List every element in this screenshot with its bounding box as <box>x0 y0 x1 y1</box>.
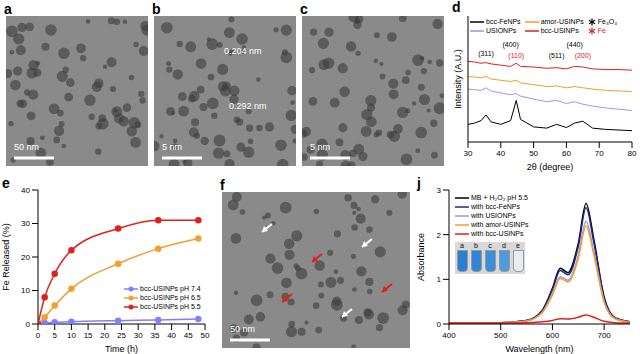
svg-text:40: 40 <box>496 149 505 158</box>
html-text:50 nm: 50 nm <box>14 142 39 152</box>
html-text:USIONPs: USIONPs <box>486 27 517 34</box>
svg-text:30: 30 <box>134 331 143 340</box>
html-text:bcc-USINPs pH 5.5: bcc-USINPs pH 5.5 <box>140 303 201 310</box>
html-text:bcc-USINPs pH 6.5: bcc-USINPs pH 6.5 <box>140 294 201 301</box>
html-text:b: b <box>474 242 478 249</box>
svg-text:500: 500 <box>494 331 508 340</box>
svg-text:30: 30 <box>464 149 473 158</box>
svg-text:Time (h): Time (h) <box>105 344 138 354</box>
svg-text:10: 10 <box>67 331 76 340</box>
svg-text:60: 60 <box>562 149 571 158</box>
html-text:e: e <box>2 175 10 191</box>
html-text:with bcc-USINPs: with bcc-USINPs <box>471 230 524 237</box>
html-text:a: a <box>460 242 464 249</box>
html-text:j: j <box>417 175 421 191</box>
svg-text:10: 10 <box>21 286 30 295</box>
svg-text:1: 1 <box>437 275 442 284</box>
html-text:50 nm: 50 nm <box>230 324 255 334</box>
html-text:d: d <box>502 242 506 249</box>
svg-text:50: 50 <box>201 331 210 340</box>
html-text:5 nm: 5 nm <box>162 142 182 152</box>
svg-text:Absorbance: Absorbance <box>416 233 426 281</box>
svg-text:70: 70 <box>595 149 604 158</box>
svg-text:40: 40 <box>167 331 176 340</box>
html-text:Fe: Fe <box>597 27 606 34</box>
html-text:Fe₃O₄: Fe₃O₄ <box>597 18 618 25</box>
svg-text:Wavelength (nm): Wavelength (nm) <box>505 344 573 354</box>
svg-text:400: 400 <box>442 331 456 340</box>
svg-text:25: 25 <box>117 331 126 340</box>
svg-text:700: 700 <box>597 331 611 340</box>
html-text:e: e <box>516 242 520 249</box>
html-text:5 nm: 5 nm <box>310 142 330 152</box>
html-text:a: a <box>4 1 12 17</box>
html-text:with amor-USINPs: with amor-USINPs <box>471 221 529 228</box>
svg-text:3: 3 <box>437 186 442 195</box>
html-text:0.204 nm: 0.204 nm <box>224 46 262 56</box>
svg-text:(400): (400) <box>502 41 518 49</box>
svg-text:0: 0 <box>437 320 442 329</box>
svg-text:0: 0 <box>26 320 31 329</box>
svg-text:(311): (311) <box>478 50 494 58</box>
html-text:MB + H₂O₂ pH 5.5: MB + H₂O₂ pH 5.5 <box>471 194 528 201</box>
html-text:c: c <box>488 242 492 249</box>
svg-text:Intensity (A.U.): Intensity (A.U.) <box>453 49 463 109</box>
svg-text:15: 15 <box>84 331 93 340</box>
svg-text:80: 80 <box>628 149 637 158</box>
svg-text:45: 45 <box>184 331 193 340</box>
html-text:bcc-FeNPs: bcc-FeNPs <box>486 18 521 25</box>
svg-text:30: 30 <box>21 219 30 228</box>
svg-text:35: 35 <box>150 331 159 340</box>
svg-text:2: 2 <box>437 231 442 240</box>
svg-text:(110): (110) <box>508 52 524 60</box>
svg-text:50: 50 <box>529 149 538 158</box>
svg-text:Fe Released (%): Fe Released (%) <box>1 223 11 291</box>
html-text:with bcc-FeNPs: with bcc-FeNPs <box>471 203 520 210</box>
svg-text:40: 40 <box>21 186 30 195</box>
svg-text:(200): (200) <box>575 52 591 60</box>
svg-text:(511): (511) <box>549 52 565 60</box>
html-text:b: b <box>152 1 161 17</box>
svg-text:0: 0 <box>36 331 41 340</box>
html-text:f: f <box>220 177 225 193</box>
svg-text:20: 20 <box>100 331 109 340</box>
svg-text:2θ (degree): 2θ (degree) <box>527 162 574 172</box>
svg-text:(440): (440) <box>566 41 582 49</box>
html-text:amor-USINPs: amor-USINPs <box>540 18 584 25</box>
html-text:d: d <box>452 0 461 15</box>
html-text:c: c <box>300 1 308 17</box>
svg-text:5: 5 <box>52 331 57 340</box>
html-text:bcc-USINPs: bcc-USINPs <box>540 27 579 34</box>
svg-text:600: 600 <box>546 331 560 340</box>
svg-text:20: 20 <box>21 253 30 262</box>
html-text:bcc-USINPs pH 7.4: bcc-USINPs pH 7.4 <box>140 285 201 292</box>
html-text:0.292 nm: 0.292 nm <box>229 101 267 111</box>
html-text:with USIONPs: with USIONPs <box>471 212 516 219</box>
